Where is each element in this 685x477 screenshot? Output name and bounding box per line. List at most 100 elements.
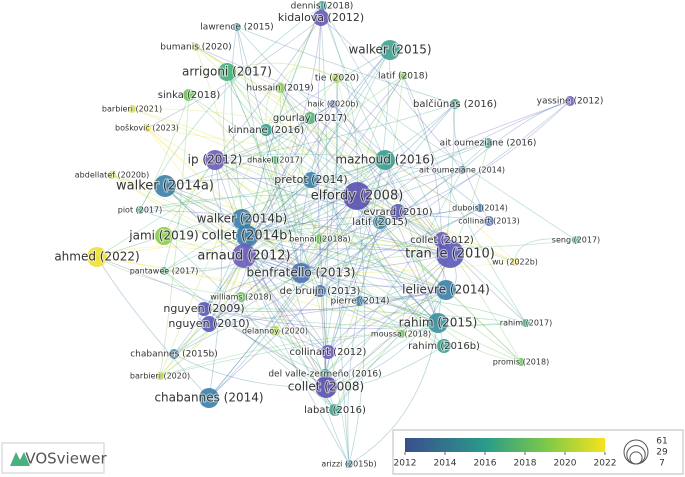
node[interactable]: [517, 358, 525, 366]
node[interactable]: [128, 105, 136, 113]
node[interactable]: [260, 124, 272, 136]
node-label[interactable]: hussain (2019): [245, 83, 314, 95]
node-label[interactable]: jami (2019): [127, 228, 199, 244]
node[interactable]: [236, 292, 246, 302]
node-label[interactable]: collinart (2012): [289, 346, 368, 359]
node[interactable]: [437, 339, 451, 353]
node-label[interactable]: latif (2015): [351, 216, 409, 229]
node-label[interactable]: evrard (2010): [362, 206, 433, 219]
node[interactable]: [155, 227, 173, 245]
node[interactable]: [397, 330, 405, 338]
node-label[interactable]: delannoy (2020): [241, 326, 309, 337]
node[interactable]: [399, 72, 407, 80]
node[interactable]: [458, 166, 466, 174]
node-label[interactable]: mazhoud (2016): [334, 152, 435, 168]
node-label[interactable]: kinnane (2016): [227, 124, 305, 137]
node[interactable]: [373, 215, 387, 229]
node[interactable]: [143, 124, 151, 132]
node-label[interactable]: pantawee (2017): [129, 266, 200, 277]
node-label[interactable]: lawrence (2015): [199, 22, 274, 34]
node-label[interactable]: labat (2016): [303, 404, 367, 417]
node-label[interactable]: dennis (2018): [290, 1, 355, 13]
node-label[interactable]: tie (2020): [314, 73, 360, 85]
node[interactable]: [511, 258, 519, 266]
node[interactable]: [329, 404, 341, 416]
node[interactable]: [270, 326, 280, 336]
node-label[interactable]: abdellatef (2020b): [74, 170, 150, 181]
node[interactable]: [329, 100, 337, 108]
node[interactable]: [436, 240, 464, 268]
node[interactable]: [108, 171, 116, 179]
node-label[interactable]: barbieri (2021): [101, 104, 163, 115]
node-label[interactable]: ahmed (2022): [53, 249, 140, 265]
node-label[interactable]: ait oumeziane (2016): [439, 138, 538, 150]
node[interactable]: [315, 376, 337, 398]
node-label[interactable]: haik (2020b): [306, 99, 359, 110]
node[interactable]: [183, 89, 195, 101]
node-label[interactable]: gourlay (2017): [272, 112, 348, 125]
node[interactable]: [271, 156, 279, 164]
node[interactable]: [199, 388, 219, 408]
node-label[interactable]: arrigoni (2017): [181, 64, 273, 80]
node[interactable]: [87, 247, 107, 267]
node-label[interactable]: nguyen (2010): [167, 316, 250, 331]
node[interactable]: [160, 267, 168, 275]
node-label[interactable]: chabannes (2015b): [129, 349, 219, 361]
node-label[interactable]: yassine (2012): [536, 96, 605, 108]
node[interactable]: [355, 296, 365, 306]
node-label[interactable]: moussa (2018): [370, 329, 432, 340]
node-label[interactable]: de bruijn (2013): [279, 285, 362, 298]
node[interactable]: [197, 302, 211, 316]
node[interactable]: [314, 285, 326, 297]
node-label[interactable]: del valle-zermeño (2016): [267, 369, 382, 381]
node[interactable]: [304, 112, 316, 124]
node[interactable]: [291, 263, 311, 283]
node-label[interactable]: lelievre (2014): [401, 282, 491, 298]
node[interactable]: [343, 182, 371, 210]
node[interactable]: [233, 23, 241, 31]
node[interactable]: [275, 83, 285, 93]
node-label[interactable]: rahim (2015): [398, 315, 479, 331]
node[interactable]: [484, 216, 494, 226]
node-label[interactable]: arnaud (2012): [196, 248, 291, 265]
node[interactable]: [192, 43, 200, 51]
node-label[interactable]: ip (2012): [187, 152, 244, 168]
node-label[interactable]: walker (2015): [347, 42, 432, 58]
node[interactable]: [450, 99, 460, 109]
node[interactable]: [169, 349, 179, 359]
node[interactable]: [315, 234, 325, 244]
node-label[interactable]: bošković (2023): [114, 122, 180, 134]
node[interactable]: [236, 225, 258, 247]
node[interactable]: [436, 280, 456, 300]
logo[interactable]: VOSviewer: [1, 442, 107, 474]
node-label[interactable]: wu (2022b): [491, 257, 539, 268]
node-label[interactable]: bumanis (2020): [159, 42, 232, 54]
node[interactable]: [390, 204, 406, 220]
node-label[interactable]: nguyen (2009): [162, 301, 245, 316]
node-label[interactable]: pierre (2014): [329, 296, 390, 308]
node-label[interactable]: arizzi (2015b): [320, 459, 377, 470]
node-label[interactable]: walker (2014a): [115, 178, 215, 195]
node[interactable]: [380, 40, 400, 60]
node[interactable]: [136, 206, 144, 214]
node-label[interactable]: collet (2008): [287, 379, 365, 395]
node-label[interactable]: promis (2018): [492, 357, 550, 368]
node[interactable]: [428, 313, 448, 333]
node-label[interactable]: piot (2017): [117, 205, 163, 216]
node-label[interactable]: benfratello (2013): [246, 265, 357, 281]
node[interactable]: [218, 63, 236, 81]
node-label[interactable]: seng (2017): [551, 235, 601, 246]
node[interactable]: [201, 316, 217, 332]
node[interactable]: [313, 10, 329, 26]
node-label[interactable]: dhakel (2017): [246, 155, 304, 166]
node-label[interactable]: tran le (2010): [404, 246, 496, 263]
node[interactable]: [232, 244, 256, 268]
node[interactable]: [232, 209, 252, 229]
node-label[interactable]: rahim (2016b): [407, 340, 481, 353]
node-label[interactable]: pretot (2014): [273, 172, 348, 187]
node-label[interactable]: elfordy (2008): [310, 188, 405, 205]
node[interactable]: [154, 175, 176, 197]
node-label[interactable]: collet (2012): [409, 234, 475, 247]
node-label[interactable]: chabannes (2014): [153, 390, 264, 406]
node[interactable]: [317, 1, 327, 11]
